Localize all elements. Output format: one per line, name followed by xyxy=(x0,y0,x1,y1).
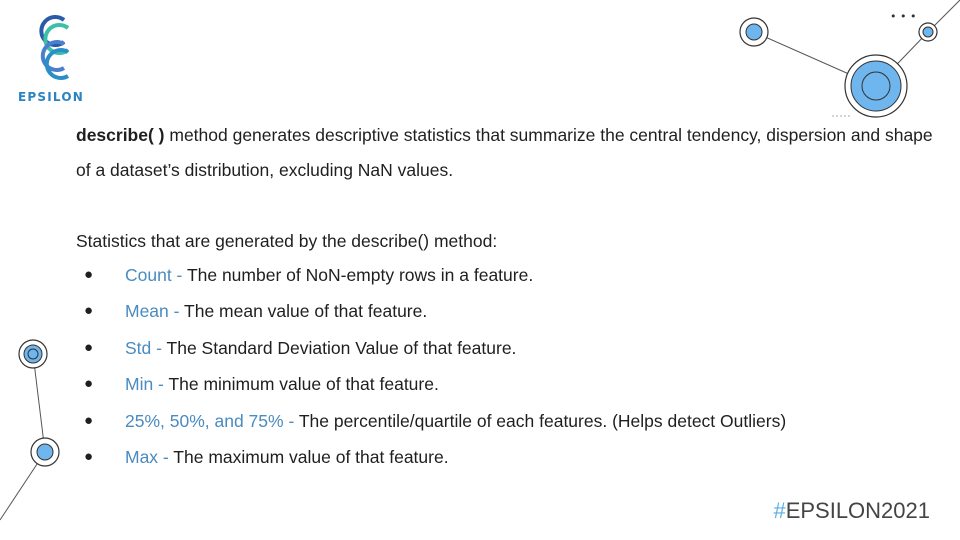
list-item: ● 25%, 50%, and 75% - The percentile/quar… xyxy=(84,406,786,442)
hashtag-symbol: # xyxy=(773,498,786,523)
bullet-icon: ● xyxy=(84,302,94,320)
method-name: describe( ) xyxy=(76,125,165,145)
bullet-icon: ● xyxy=(84,411,94,429)
circle-node-left-bottom xyxy=(30,437,60,467)
intro-paragraph: describe( ) method generates descriptive… xyxy=(76,118,946,188)
hashtag: #EPSILON2021 xyxy=(773,498,930,524)
stat-term: Std - xyxy=(125,337,167,358)
bullet-icon: ● xyxy=(84,447,94,465)
epsilon-logo: EPSILON xyxy=(14,10,94,104)
stats-list: ● Count - The number of NoN-empty rows in… xyxy=(84,260,786,478)
list-item: ● Max - The maximum value of that feature… xyxy=(84,442,786,478)
bullet-icon: ● xyxy=(84,375,94,393)
hashtag-text: EPSILON2021 xyxy=(785,498,930,523)
circle-node-right xyxy=(918,22,938,42)
circle-node-left-top xyxy=(18,339,48,369)
bullet-icon: ● xyxy=(84,338,94,356)
list-item: ● Min - The minimum value of that feature… xyxy=(84,369,786,405)
intro-text: method generates descriptive statistics … xyxy=(76,125,933,180)
stat-term: Min - xyxy=(125,374,169,395)
circle-node-large xyxy=(844,54,908,118)
circle-node-small xyxy=(739,17,769,47)
stat-description: The number of NoN-empty rows in a featur… xyxy=(186,265,534,285)
stat-term: Mean - xyxy=(125,301,185,322)
stat-term: Max - xyxy=(125,446,174,467)
stats-heading: Statistics that are generated by the des… xyxy=(76,231,498,251)
stat-description: The minimum value of that feature. xyxy=(168,374,439,395)
stat-description: The percentile/quartile of each features… xyxy=(298,410,787,431)
stat-term: 25%, 50%, and 75% - xyxy=(125,410,299,431)
stat-description: The maximum value of that feature. xyxy=(173,446,449,467)
logo-text: EPSILON xyxy=(18,90,84,104)
epsilon-logo-icon xyxy=(39,15,70,80)
list-item: ● Mean - The mean value of that feature. xyxy=(84,296,786,332)
list-item: ● Count - The number of NoN-empty rows in… xyxy=(84,260,786,296)
list-item: ● Std - The Standard Deviation Value of t… xyxy=(84,333,786,369)
bullet-icon: ● xyxy=(84,266,94,283)
stat-description: The Standard Deviation Value of that fea… xyxy=(166,337,517,358)
stat-term: Count - xyxy=(125,265,187,285)
dots-decoration: • • • xyxy=(890,10,916,23)
stat-description: The mean value of that feature. xyxy=(184,301,428,322)
